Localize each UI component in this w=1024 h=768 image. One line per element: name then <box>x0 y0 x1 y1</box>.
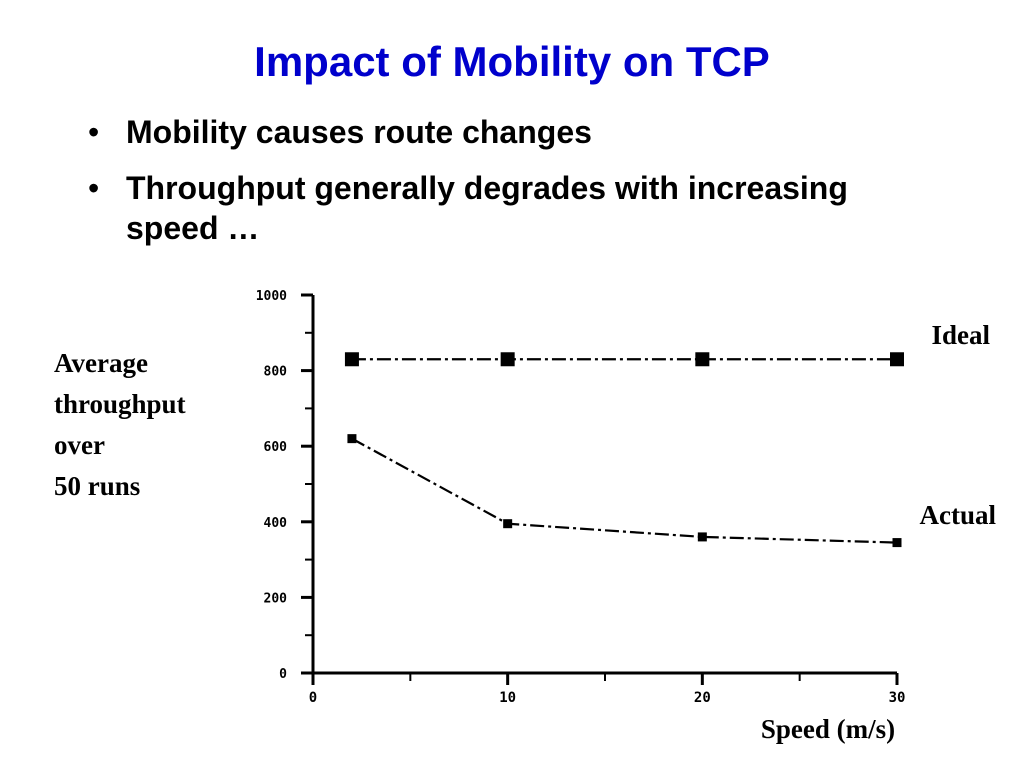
series-label-ideal: Ideal <box>931 320 990 350</box>
data-point-ideal <box>500 352 515 367</box>
bullet-text: Mobility causes route changes <box>126 114 592 150</box>
y-tick-label: 600 <box>264 440 288 455</box>
x-axis-title: Speed (m/s) <box>761 714 895 744</box>
slide-title: Impact of Mobility on TCP <box>254 38 770 85</box>
bullet-item: • Mobility causes route changes <box>88 112 948 152</box>
bullet-list: • Mobility causes route changes • Throug… <box>88 112 948 264</box>
y-tick-label: 0 <box>279 667 287 682</box>
data-point-actual <box>697 532 707 542</box>
y-axis-label-line: throughput <box>54 389 186 419</box>
y-tick-label: 400 <box>264 516 288 531</box>
bullet-text: Throughput generally degrades with incre… <box>126 170 848 246</box>
series-label-actual: Actual <box>920 500 997 530</box>
y-axis-label-line: 50 runs <box>54 471 141 501</box>
data-point-actual <box>347 434 357 444</box>
data-point-actual <box>503 519 513 529</box>
bullet-item: • Throughput generally degrades with inc… <box>88 168 948 248</box>
y-axis-label-line: over <box>54 430 105 460</box>
y-tick-label: 1000 <box>256 289 287 304</box>
data-point-ideal <box>344 352 359 367</box>
x-tick-label: 30 <box>889 690 906 706</box>
x-tick-label: 20 <box>694 690 711 706</box>
data-point-ideal <box>695 352 710 367</box>
x-tick-label: 0 <box>309 690 317 706</box>
data-point-ideal <box>890 352 904 367</box>
y-tick-label: 800 <box>264 365 288 380</box>
series-line-actual <box>351 437 898 544</box>
bullet-dot-icon: • <box>88 170 100 206</box>
y-axis-label-line: Average <box>54 348 148 378</box>
y-tick-label: 200 <box>264 591 288 606</box>
bullet-dot-icon: • <box>88 114 100 150</box>
y-axis-label: Average throughput over 50 runs <box>54 343 234 507</box>
data-point-actual <box>892 538 902 548</box>
x-tick-label: 10 <box>499 690 516 706</box>
